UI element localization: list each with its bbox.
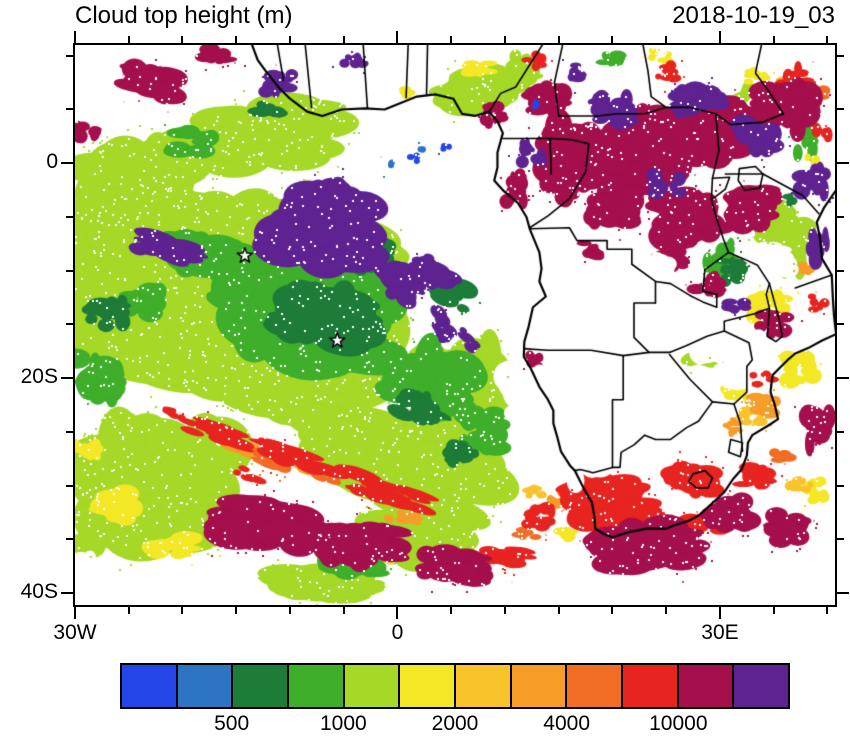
colorbar-tick-label: 1000 <box>319 712 367 735</box>
colorbar-cell <box>454 663 512 709</box>
x-axis-tick <box>772 607 775 614</box>
x-axis-tick <box>127 36 130 43</box>
colorbar-cell <box>565 663 624 709</box>
x-axis-tick <box>235 607 238 614</box>
colorbar-tick-label: 500 <box>214 712 250 735</box>
colorbar-cell <box>175 663 234 709</box>
y-axis-tick <box>61 162 73 165</box>
y-axis-tick <box>837 162 849 165</box>
y-axis-tick <box>66 108 73 111</box>
colorbar-cell <box>287 663 345 709</box>
x-axis-tick <box>557 36 560 43</box>
y-axis-tick <box>66 484 73 487</box>
y-axis-tick <box>837 323 844 326</box>
colorbar-cell <box>342 663 401 709</box>
colorbar-cell <box>120 663 178 709</box>
y-axis-tick <box>66 54 73 57</box>
x-axis-tick-label: 30W <box>53 621 97 644</box>
colorbar-cell <box>398 663 457 709</box>
colorbar-cell <box>732 663 791 709</box>
y-axis-tick <box>66 538 73 541</box>
map-plot <box>73 43 837 607</box>
x-axis-tick <box>181 36 184 43</box>
x-axis-tick <box>288 607 291 614</box>
x-axis-tick <box>342 36 345 43</box>
x-axis-tick <box>826 36 829 43</box>
x-axis-tick <box>450 36 453 43</box>
x-axis-tick <box>557 607 560 614</box>
x-axis-tick <box>503 36 506 43</box>
y-axis-tick <box>66 269 73 272</box>
y-axis-tick <box>61 592 73 595</box>
x-axis-tick <box>74 31 76 43</box>
x-axis-tick <box>235 36 238 43</box>
y-axis-tick <box>837 484 844 487</box>
y-axis-tick <box>837 538 844 541</box>
cloud-top-height-map-canvas <box>75 45 835 605</box>
x-axis-tick <box>396 607 399 619</box>
x-axis-tick-label: 30E <box>701 621 739 644</box>
plot-title: Cloud top height (m) <box>75 2 293 29</box>
y-axis-tick-label: 40S <box>20 580 58 604</box>
colorbar-cell <box>621 663 679 709</box>
x-axis-tick <box>396 31 399 43</box>
colorbar-tick-label: 2000 <box>431 712 479 735</box>
x-axis-tick <box>342 607 345 614</box>
y-axis-tick <box>837 377 849 380</box>
x-axis-tick <box>718 31 721 43</box>
x-axis-tick <box>450 607 453 614</box>
plot-date: 2018-10-19_03 <box>672 2 835 29</box>
x-axis-tick-label: 0 <box>391 621 404 644</box>
x-axis-tick <box>74 607 76 619</box>
colorbar-cell <box>509 663 568 709</box>
y-axis-tick-label: 0 <box>46 150 58 174</box>
y-axis-tick <box>66 323 73 326</box>
colorbar-cell <box>676 663 735 709</box>
colorbar-cell <box>231 663 290 709</box>
x-axis-tick <box>181 607 184 614</box>
colorbar-tick-label: 4000 <box>543 712 591 735</box>
x-axis-tick <box>665 36 668 43</box>
x-axis-tick <box>611 36 614 43</box>
colorbar <box>120 663 791 709</box>
y-axis-tick <box>837 54 844 57</box>
colorbar-tick-label: 10000 <box>649 712 708 735</box>
x-axis-tick <box>288 36 291 43</box>
y-axis-tick-label: 20S <box>20 365 58 389</box>
y-axis-tick <box>66 430 73 433</box>
x-axis-tick <box>127 607 130 614</box>
x-axis-tick <box>503 607 506 614</box>
y-axis-tick <box>66 215 73 218</box>
y-axis-tick <box>837 215 844 218</box>
x-axis-tick <box>611 607 614 614</box>
y-axis-tick <box>61 377 73 380</box>
y-axis-tick <box>837 108 844 111</box>
x-axis-tick <box>826 607 829 614</box>
y-axis-tick <box>837 269 844 272</box>
x-axis-tick <box>665 607 668 614</box>
x-axis-tick <box>772 36 775 43</box>
y-axis-tick <box>837 430 844 433</box>
y-axis-tick <box>837 592 849 595</box>
x-axis-tick <box>718 607 721 619</box>
